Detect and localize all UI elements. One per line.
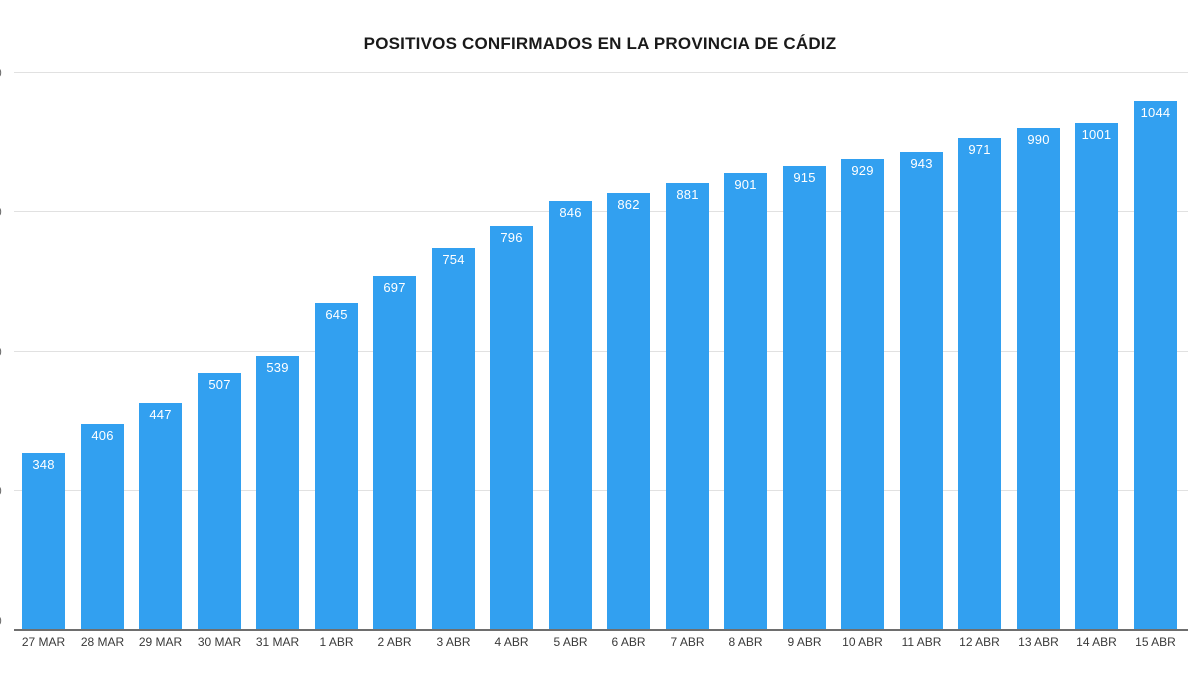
bar: 539 — [256, 356, 299, 629]
bar: 645 — [315, 303, 358, 629]
bar-value-label: 990 — [1027, 132, 1050, 147]
bar-value-label: 697 — [383, 280, 406, 295]
x-axis-tick-label: 10 ABR — [842, 635, 883, 649]
bar: 406 — [81, 424, 124, 629]
bar: 990 — [1017, 128, 1060, 629]
bar: 447 — [139, 403, 182, 629]
bar: 507 — [198, 373, 241, 629]
gridline — [14, 211, 1188, 212]
bar: 846 — [549, 201, 592, 629]
x-axis-tick-label: 1 ABR — [319, 635, 354, 649]
x-axis-line — [14, 629, 1188, 631]
bar: 697 — [373, 276, 416, 629]
bar: 901 — [724, 173, 767, 629]
bar-value-label: 929 — [851, 163, 874, 178]
chart-title: POSITIVOS CONFIRMADOS EN LA PROVINCIA DE… — [363, 34, 837, 53]
x-axis-tick-label: 8 ABR — [728, 635, 763, 649]
bar-value-label: 447 — [149, 407, 172, 422]
bar-value-label: 348 — [32, 457, 55, 472]
x-axis-tick-label: 29 MAR — [138, 635, 183, 649]
bar-value-label: 881 — [676, 187, 699, 202]
x-axis-tick-label: 2 ABR — [377, 635, 412, 649]
bar-value-label: 645 — [325, 307, 348, 322]
x-axis-tick-label: 30 MAR — [197, 635, 242, 649]
x-axis-tick-label: 28 MAR — [80, 635, 125, 649]
bar: 1001 — [1075, 123, 1118, 629]
x-axis-tick-label: 13 ABR — [1018, 635, 1059, 649]
x-axis-tick-label: 6 ABR — [611, 635, 646, 649]
x-axis-tick-label: 27 MAR — [21, 635, 66, 649]
bar-value-label: 971 — [968, 142, 991, 157]
bar: 881 — [666, 183, 709, 629]
bar-value-label: 943 — [910, 156, 933, 171]
x-axis-tick-label: 9 ABR — [787, 635, 822, 649]
x-axis-tick-label: 12 ABR — [959, 635, 1000, 649]
bar: 943 — [900, 152, 943, 629]
bar: 915 — [783, 166, 826, 629]
bar-value-label: 754 — [442, 252, 465, 267]
x-axis-tick-label: 11 ABR — [901, 635, 942, 649]
cropped-y-axis-label-fragment: 0 — [0, 345, 2, 359]
bar: 796 — [490, 226, 533, 629]
bar: 929 — [841, 159, 884, 629]
cropped-y-axis-label-fragment: 0 — [0, 205, 2, 219]
bar-value-label: 507 — [208, 377, 231, 392]
bar-value-label: 915 — [793, 170, 816, 185]
gridline — [14, 490, 1188, 491]
x-axis-tick-label: 31 MAR — [255, 635, 300, 649]
gridline — [14, 351, 1188, 352]
cropped-y-axis-label-fragment: 0 — [0, 66, 2, 80]
bar-value-label: 901 — [734, 177, 757, 192]
x-axis-tick-label: 4 ABR — [494, 635, 529, 649]
bar: 971 — [958, 138, 1001, 629]
bar-value-label: 406 — [91, 428, 114, 443]
bar-value-label: 539 — [266, 360, 289, 375]
bar: 1044 — [1134, 101, 1177, 629]
bar-value-label: 1044 — [1140, 105, 1171, 120]
bar: 348 — [22, 453, 65, 629]
x-axis-tick-label: 14 ABR — [1076, 635, 1117, 649]
x-axis-tick-label: 15 ABR — [1135, 635, 1176, 649]
x-axis-tick-label: 3 ABR — [436, 635, 471, 649]
bar-value-label: 796 — [500, 230, 523, 245]
bar: 754 — [432, 248, 475, 629]
bar-value-label: 862 — [617, 197, 640, 212]
cropped-y-axis-label-fragment: 0 — [0, 614, 2, 628]
gridline — [14, 72, 1188, 73]
x-axis-tick-label: 7 ABR — [670, 635, 705, 649]
bar-value-label: 1001 — [1081, 127, 1112, 142]
bar-value-label: 846 — [559, 205, 582, 220]
cropped-y-axis-label-fragment: 0 — [0, 484, 2, 498]
bar: 862 — [607, 193, 650, 629]
x-axis-tick-label: 5 ABR — [553, 635, 588, 649]
